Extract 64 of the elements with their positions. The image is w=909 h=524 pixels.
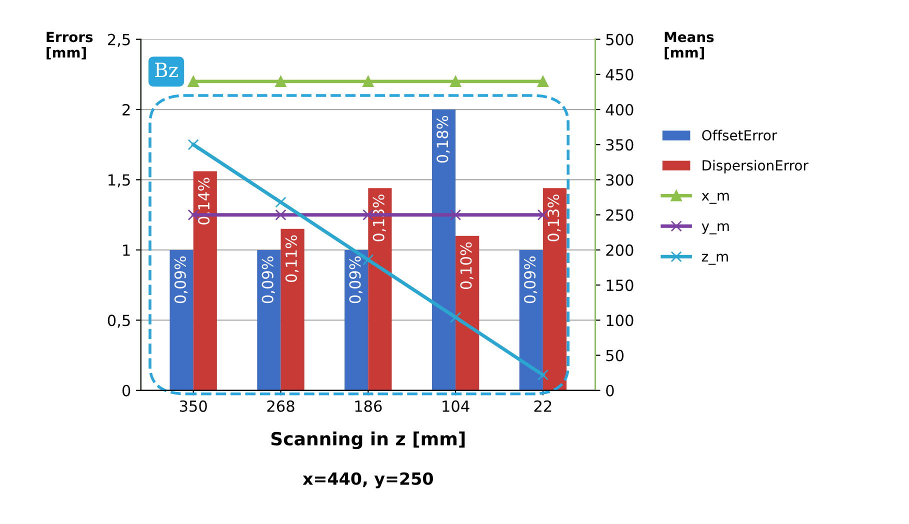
legend-label: z_m (702, 254, 728, 265)
point (275, 209, 286, 220)
point (188, 139, 199, 150)
legend-label: OffsetError (702, 130, 778, 141)
point (362, 254, 374, 266)
point (275, 196, 286, 208)
y-tick-label: 0 (122, 384, 130, 396)
y-tick-label: 0,5 (108, 314, 130, 328)
x-tick-label: 22 (534, 400, 552, 412)
annotation: 0,09% (524, 256, 538, 304)
annotation: 0,09% (174, 256, 188, 304)
bar (344, 250, 368, 390)
y2-tick-label: 450 (606, 68, 634, 80)
annotation: 0,11% (285, 235, 299, 282)
annotation: 0,18% (436, 116, 450, 163)
legend-label: DispersionError (702, 160, 808, 174)
annotation: 0,09% (262, 256, 275, 304)
y2-tick-label: 350 (606, 139, 634, 151)
annotation: 0,13% (548, 194, 561, 242)
y2-tick-label: 300 (606, 174, 634, 186)
y-tick-label: 1,5 (108, 174, 130, 188)
legend-label: y_m (702, 223, 729, 234)
x-tick-label: 350 (180, 400, 207, 412)
annotation: 0,14% (198, 178, 212, 224)
y-tick-label: 2 (122, 104, 130, 116)
point (362, 76, 374, 87)
bar (193, 171, 217, 390)
point (450, 76, 462, 87)
point (450, 312, 462, 323)
bar (519, 250, 543, 390)
bar (257, 250, 281, 390)
y-axis-title: Errors [mm] (46, 32, 93, 60)
y2-tick-label: 0 (606, 384, 614, 396)
y2-tick-label: 200 (606, 244, 634, 256)
bar (280, 228, 304, 390)
y2-tick-label: 150 (606, 280, 634, 292)
y2-tick-label: 400 (606, 104, 634, 116)
y-tick-label: 2,5 (108, 34, 130, 47)
point (537, 369, 549, 380)
x-tick-label: 186 (355, 400, 382, 412)
y2-tick-label: 100 (606, 314, 634, 326)
y2-tick-label: 250 (606, 209, 634, 221)
annotation: 0,09% (349, 256, 362, 304)
bar (432, 110, 456, 390)
bar (542, 188, 567, 390)
annotation: Bz (155, 62, 178, 77)
x-axis-title: Scanning in z [mm] (271, 432, 465, 450)
y-tick-label: 1 (123, 244, 130, 256)
point (537, 76, 549, 87)
text: x=440, y=250 (302, 472, 433, 488)
point (188, 76, 199, 87)
point (450, 209, 462, 220)
bar (170, 250, 194, 390)
annotation: 0,10% (460, 242, 474, 290)
y2-tick-label: 500 (606, 34, 634, 46)
x-tick-label: 268 (267, 400, 294, 412)
point (188, 209, 199, 220)
legend-label: x_m (702, 192, 729, 204)
y2-axis-title: Means [mm] (664, 32, 714, 60)
x-tick-label: 104 (442, 400, 470, 412)
point (275, 76, 286, 87)
bar (368, 188, 392, 390)
bar (456, 236, 480, 390)
y2-tick-label: 50 (606, 350, 624, 362)
